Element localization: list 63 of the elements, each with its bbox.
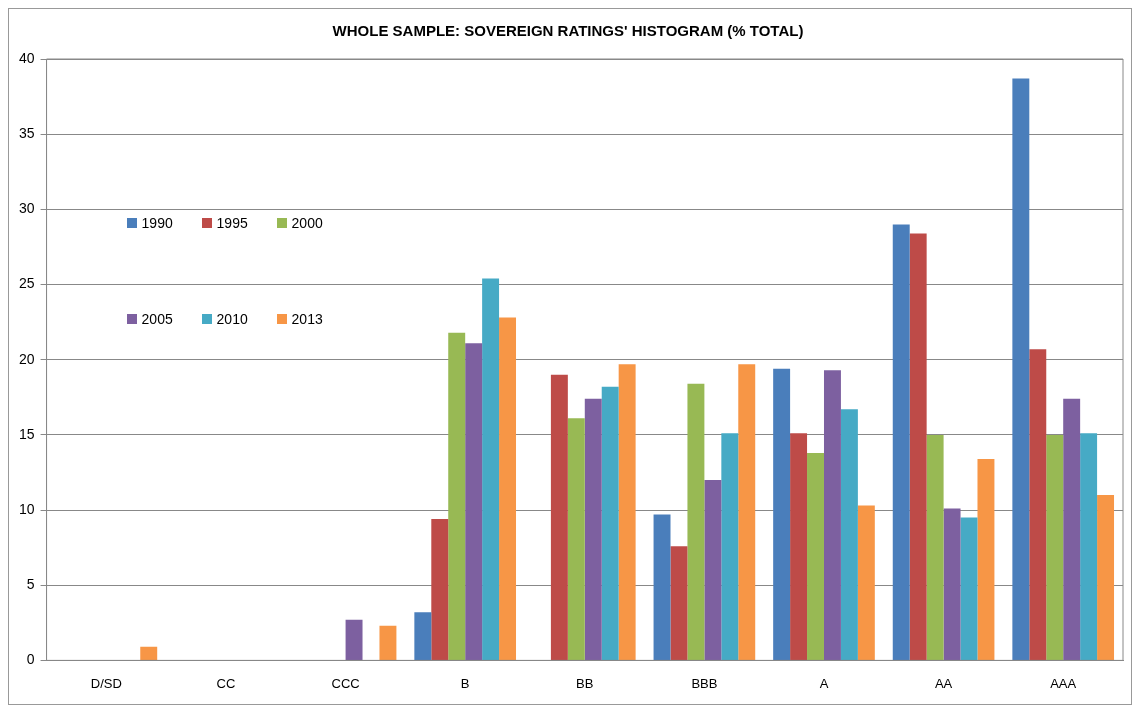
bar bbox=[704, 479, 722, 660]
bar bbox=[1046, 434, 1064, 660]
bar bbox=[790, 433, 808, 660]
bar bbox=[345, 619, 363, 660]
bar bbox=[926, 434, 944, 660]
y-tick-label: 5 bbox=[26, 576, 35, 593]
y-tick-label: 20 bbox=[18, 350, 35, 367]
legend-label: 2010 bbox=[216, 311, 248, 328]
y-tick-label: 35 bbox=[18, 125, 35, 142]
bar bbox=[823, 370, 841, 660]
x-tick-label: BB bbox=[576, 675, 594, 691]
chart-title: WHOLE SAMPLE: SOVEREIGN RATINGS' HISTOGRAM (% TOTAL) bbox=[332, 22, 804, 40]
x-tick-label: D/SD bbox=[90, 675, 122, 691]
bar bbox=[465, 343, 483, 660]
y-tick-label: 40 bbox=[18, 49, 35, 66]
bar bbox=[1097, 495, 1115, 660]
y-tick-label: 15 bbox=[18, 425, 35, 442]
bar bbox=[618, 364, 636, 660]
bar bbox=[567, 418, 585, 660]
bar bbox=[738, 364, 756, 660]
bar bbox=[482, 278, 500, 660]
bar bbox=[670, 546, 688, 660]
legend-label: 2000 bbox=[291, 215, 323, 232]
bar bbox=[807, 452, 824, 660]
bar bbox=[1012, 78, 1030, 660]
x-tick-label: CCC bbox=[331, 675, 360, 691]
x-tick-label: AA bbox=[934, 675, 953, 691]
x-tick-label: AAA bbox=[1050, 675, 1077, 691]
bar bbox=[943, 508, 961, 660]
legend-label: 1995 bbox=[216, 215, 248, 232]
bar bbox=[773, 368, 791, 660]
x-tick-label: CC bbox=[216, 675, 236, 691]
bar bbox=[448, 332, 466, 660]
bar bbox=[140, 646, 158, 660]
bar bbox=[977, 458, 995, 660]
bar bbox=[721, 433, 739, 660]
bar bbox=[584, 398, 602, 660]
bar bbox=[892, 224, 910, 660]
bar bbox=[1029, 349, 1047, 660]
y-tick-label: 0 bbox=[26, 651, 35, 668]
bar bbox=[1063, 398, 1081, 660]
bar bbox=[499, 317, 517, 660]
y-tick-label: 30 bbox=[18, 200, 35, 217]
bar bbox=[431, 519, 449, 660]
x-tick-label: A bbox=[819, 675, 829, 691]
bar bbox=[1080, 433, 1098, 660]
x-tick-label: BBB bbox=[691, 675, 718, 691]
legend-label: 2013 bbox=[291, 311, 323, 328]
bar bbox=[960, 517, 978, 660]
y-tick-label: 25 bbox=[18, 275, 35, 292]
bar bbox=[550, 374, 568, 660]
bar bbox=[687, 383, 705, 660]
y-tick-label: 10 bbox=[18, 500, 35, 517]
bar bbox=[909, 233, 927, 660]
bar bbox=[379, 625, 397, 660]
bar bbox=[653, 514, 671, 660]
bar bbox=[840, 409, 858, 660]
legend-label: 1990 bbox=[141, 215, 173, 232]
bar bbox=[414, 612, 432, 660]
legend-label: 2005 bbox=[141, 311, 173, 328]
bar bbox=[857, 505, 875, 660]
bar bbox=[601, 386, 619, 660]
x-tick-label: B bbox=[460, 675, 470, 691]
